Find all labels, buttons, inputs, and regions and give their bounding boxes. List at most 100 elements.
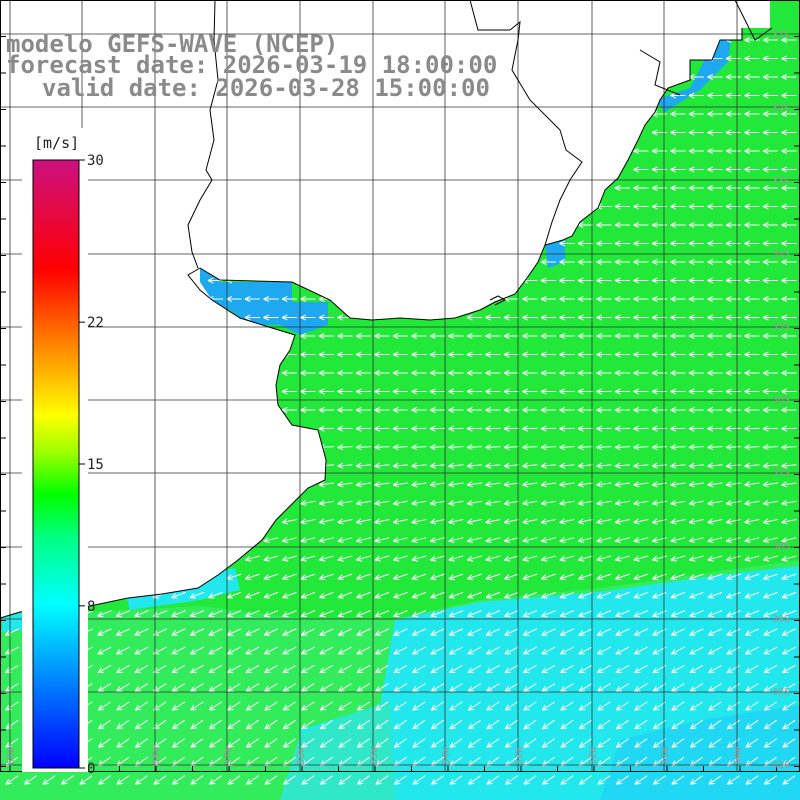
wind-arrow [781, 73, 797, 81]
wind-arrow [597, 701, 611, 711]
wind-arrow [392, 425, 409, 432]
wind-arrow [763, 573, 778, 581]
wind-arrow [226, 610, 242, 618]
wind-arrow [725, 221, 741, 229]
wind-arrow [559, 295, 575, 303]
wind-arrow [707, 147, 723, 155]
wind-arrow [264, 664, 278, 674]
wind-arrow [725, 147, 741, 155]
wind-arrow [559, 537, 575, 544]
wind-arrow [522, 388, 538, 395]
wind-arrow [281, 295, 297, 303]
wind-arrow [282, 610, 297, 618]
wind-arrow [688, 425, 705, 432]
wind-arrow [171, 610, 186, 618]
wind-arrow [411, 518, 427, 525]
wind-arrow [781, 166, 797, 173]
wind-arrow [466, 406, 482, 414]
wind-arrow [412, 775, 426, 785]
wind-arrow [486, 775, 500, 785]
wind-arrow [559, 332, 575, 340]
wind-arrow [725, 481, 742, 488]
wind-arrow [725, 166, 741, 173]
wind-arrow [670, 184, 686, 192]
wind-arrow [245, 610, 260, 618]
wind-arrow [503, 406, 519, 414]
wind-arrow [781, 646, 796, 655]
wind-arrow [486, 701, 500, 711]
wind-arrow [762, 518, 778, 525]
wind-arrow [504, 664, 519, 674]
wind-arrow [614, 499, 630, 506]
wind-arrow [245, 573, 260, 581]
wind-arrow [227, 719, 241, 730]
wind-arrow [596, 573, 612, 581]
wind-arrow [540, 258, 556, 266]
wind-arrow [430, 683, 445, 692]
wind-arrow [744, 444, 760, 451]
wind-arrow [134, 719, 148, 730]
wind-arrow [263, 610, 279, 618]
wind-arrow [725, 332, 741, 340]
wind-arrow [541, 738, 555, 748]
wind-arrow [651, 369, 667, 377]
wind-arrow [467, 610, 482, 618]
wind-arrow [171, 628, 186, 636]
wind-arrow [763, 738, 777, 748]
wind-arrow [708, 664, 722, 674]
wind-arrow [614, 277, 630, 284]
wind-arrow [466, 499, 482, 506]
wind-arrow [300, 369, 316, 377]
wind-arrow [633, 258, 649, 266]
wind-arrow [781, 203, 797, 210]
wind-arrow [300, 388, 316, 395]
wind-arrow [171, 719, 185, 730]
wind-arrow [744, 406, 760, 414]
wind-arrow [318, 537, 334, 544]
wind-arrow [763, 719, 777, 730]
wind-arrow [523, 664, 537, 674]
lon-label: 58W [151, 746, 162, 765]
wind-arrow [355, 351, 371, 358]
wind-arrow [429, 369, 445, 377]
wind-arrow [577, 332, 593, 340]
wind-arrow [596, 277, 612, 284]
wind-arrow [689, 591, 704, 599]
wind-arrow [670, 332, 686, 340]
wind-arrow [337, 332, 353, 340]
wind-arrow [614, 221, 630, 229]
wind-arrow [337, 518, 353, 525]
wind-arrow [318, 314, 334, 321]
wind-arrow [725, 425, 742, 432]
wind-arrow [412, 719, 426, 730]
lat-label: 36S [772, 395, 790, 406]
wind-arrow [541, 628, 556, 636]
wind-arrow [559, 388, 575, 395]
wind-arrow [762, 314, 778, 321]
wind-arrow [689, 719, 703, 730]
wind-arrow [707, 628, 723, 636]
wind-arrow [355, 369, 371, 377]
wind-arrow [522, 406, 538, 414]
wind-arrow [744, 55, 760, 62]
wind-arrow [596, 462, 612, 469]
wind-arrow [337, 444, 353, 451]
wind-arrow [725, 351, 741, 358]
wind-arrow [338, 701, 352, 711]
wind-arrow [577, 406, 593, 414]
wind-arrow [171, 701, 186, 711]
wind-arrow [393, 610, 408, 618]
wind-arrow [762, 110, 778, 118]
wind-arrow [614, 462, 631, 469]
wind-arrow [503, 481, 520, 488]
wind-arrow [762, 36, 778, 44]
wind-arrow [430, 573, 445, 581]
wind-arrow [522, 351, 538, 358]
wind-arrow [633, 628, 649, 636]
wind-arrow [671, 719, 685, 730]
wind-arrow [134, 683, 149, 692]
wind-arrow [615, 591, 630, 599]
wind-arrow [725, 444, 742, 451]
wind-arrow [374, 481, 390, 488]
wind-arrow [5, 701, 19, 711]
